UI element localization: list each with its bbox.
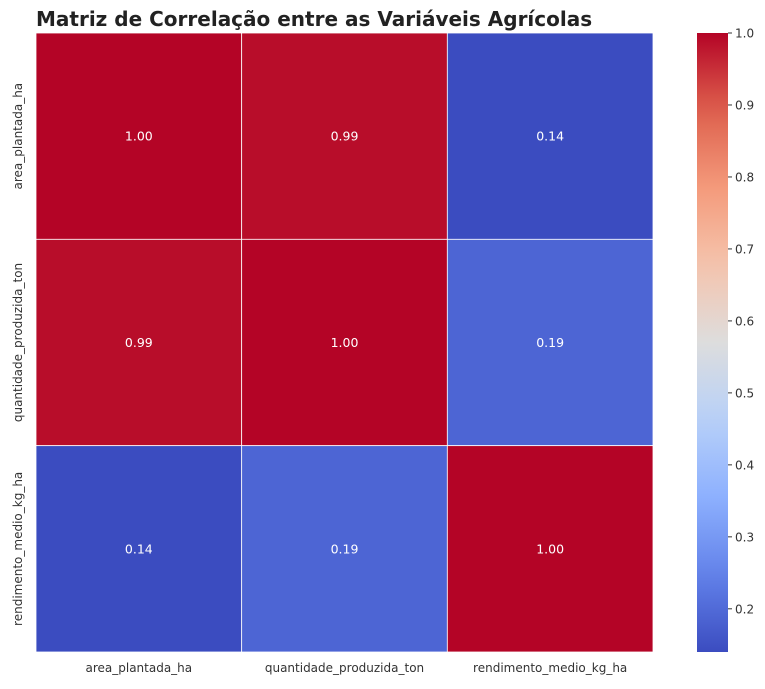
colorbar-tick-label: 0.6 bbox=[735, 314, 754, 328]
cell-annotation: 0.19 bbox=[536, 335, 564, 350]
cell-annotation: 0.14 bbox=[536, 129, 564, 144]
colorbar-gradient bbox=[697, 33, 728, 652]
cell-annotation: 0.99 bbox=[331, 129, 359, 144]
chart-title: Matriz de Correlação entre as Variáveis … bbox=[36, 7, 592, 31]
heatmap-cell bbox=[241, 32, 448, 240]
colorbar: 0.2 0.3 0.4 0.5 0.6 0.7 0.8 0.9 1.0 bbox=[697, 27, 754, 652]
colorbar-tick-label: 0.3 bbox=[735, 530, 754, 544]
cell-annotation: 0.99 bbox=[125, 335, 153, 350]
colorbar-tick-label: 1.0 bbox=[735, 27, 754, 41]
heatmap-cell bbox=[446, 238, 654, 447]
colorbar-tick-label: 0.8 bbox=[735, 170, 754, 184]
heatmap-cell bbox=[35, 238, 243, 447]
heatmap-cell bbox=[241, 445, 448, 653]
cell-annotation: 0.19 bbox=[331, 541, 359, 556]
x-tick-label: area_plantada_ha bbox=[85, 661, 192, 675]
x-axis-ticks: area_plantada_ha quantidade_produzida_ton… bbox=[85, 661, 627, 675]
y-tick-label: rendimento_medio_kg_ha bbox=[11, 472, 25, 626]
colorbar-tick-label: 0.2 bbox=[735, 602, 754, 616]
cell-annotation: 1.00 bbox=[331, 335, 359, 350]
heatmap-cell bbox=[35, 445, 243, 653]
heatmap-cells: 1.00 0.99 0.14 0.99 1.00 0.19 0.14 0.19 1.00 bbox=[35, 32, 654, 653]
cell-annotation: 1.00 bbox=[536, 541, 564, 556]
heatmap-cell bbox=[446, 445, 654, 653]
y-tick-label: area_plantada_ha bbox=[11, 83, 25, 190]
x-tick-label: rendimento_medio_kg_ha bbox=[473, 661, 627, 675]
colorbar-tick-label: 0.5 bbox=[735, 386, 754, 400]
heatmap-cell bbox=[446, 32, 654, 240]
y-axis-ticks: area_plantada_ha quantidade_produzida_ton… bbox=[11, 83, 25, 626]
heatmap-cell bbox=[35, 32, 243, 240]
colorbar-tick-label: 0.7 bbox=[735, 242, 754, 256]
colorbar-tick-label: 0.4 bbox=[735, 458, 754, 472]
colorbar-tick-label: 0.9 bbox=[735, 98, 754, 112]
y-tick-label: quantidade_produzida_ton bbox=[11, 263, 25, 422]
cell-annotation: 0.14 bbox=[125, 541, 153, 556]
cell-annotation: 1.00 bbox=[125, 129, 153, 144]
x-tick-label: quantidade_produzida_ton bbox=[265, 661, 424, 675]
heatmap-cell bbox=[241, 238, 448, 447]
